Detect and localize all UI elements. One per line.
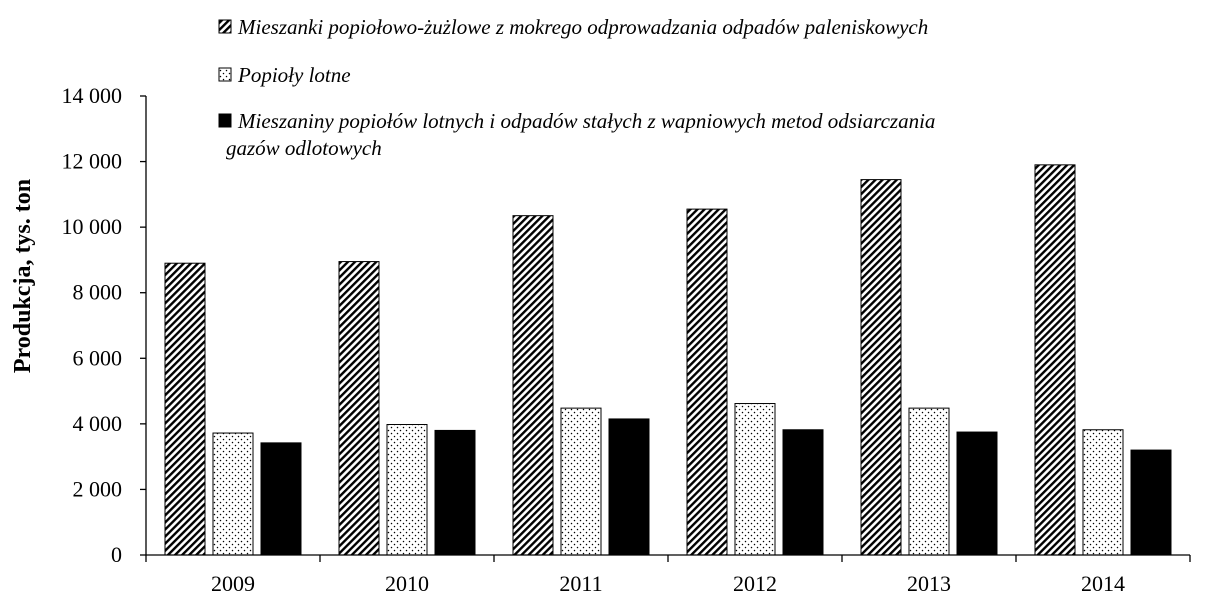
bar-2014-series-2 — [1082, 429, 1124, 556]
legend: Mieszanki popiołowo-żużlowe z mokrego od… — [218, 15, 935, 160]
bar-2014-series-1 — [1034, 164, 1076, 556]
x-tick-label: 2009 — [211, 571, 255, 596]
legend-swatch-2 — [218, 67, 232, 82]
y-tick-label: 2 000 — [73, 476, 123, 501]
bar-2013-series-2 — [908, 407, 950, 556]
legend-label-2: Popioły lotne — [237, 63, 351, 87]
bar-2011-series-3 — [608, 418, 650, 556]
y-tick-label: 0 — [111, 542, 122, 567]
bar-2012-series-1 — [686, 208, 728, 556]
legend-label-3: gazów odlotowych — [226, 136, 382, 160]
bar-2012-series-3 — [782, 429, 824, 556]
x-tick-label: 2014 — [1081, 571, 1125, 596]
bar-2009-series-3 — [260, 442, 302, 556]
x-tick-label: 2012 — [733, 571, 777, 596]
bars-group — [164, 164, 1172, 556]
x-tick-label: 2013 — [907, 571, 951, 596]
bar-2009-series-1 — [164, 262, 206, 556]
y-tick-label: 4 000 — [73, 411, 123, 436]
y-tick-label: 6 000 — [73, 345, 123, 370]
axes-group: 2009 2010 2011 2012 2013 2014 0 2 000 4 000 6 000… — [62, 83, 1191, 596]
legend-label-1: Mieszanki popiołowo-żużlowe z mokrego od… — [237, 15, 928, 39]
x-tick-label: 2010 — [385, 571, 429, 596]
bar-2009-series-2 — [212, 432, 254, 556]
bar-2013-series-3 — [956, 431, 998, 556]
bar-2011-series-1 — [512, 215, 554, 556]
legend-label-3: Mieszaniny popiołów lotnych i odpadów st… — [237, 109, 935, 133]
y-tick-label: 8 000 — [73, 280, 123, 305]
y-tick-label: 10 000 — [62, 214, 123, 239]
y-tick-label: 12 000 — [62, 149, 123, 174]
legend-swatch-3 — [218, 113, 232, 128]
bar-2014-series-3 — [1130, 449, 1172, 556]
bar-2010-series-2 — [386, 424, 428, 556]
bar-2012-series-2 — [734, 403, 776, 556]
bar-2011-series-2 — [560, 407, 602, 556]
bar-2010-series-3 — [434, 429, 476, 556]
bar-2013-series-1 — [860, 179, 902, 556]
x-tick-label: 2011 — [559, 571, 602, 596]
bar-2010-series-1 — [338, 261, 380, 556]
y-axis-title: Produkcja, tys. ton — [10, 179, 36, 373]
legend-swatch-1 — [218, 19, 232, 34]
y-tick-label: 14 000 — [62, 83, 123, 108]
